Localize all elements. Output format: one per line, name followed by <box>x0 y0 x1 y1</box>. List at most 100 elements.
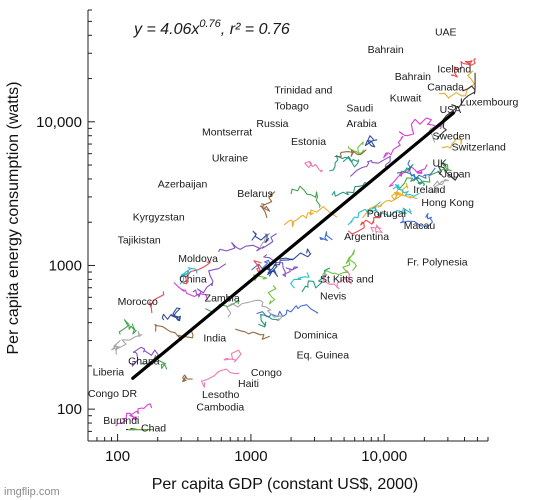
country-label: China <box>179 274 207 286</box>
country-trajectory <box>322 249 357 276</box>
country-label: India <box>203 333 226 345</box>
country-trajectory <box>331 181 370 197</box>
country-label: Nevis <box>320 290 346 302</box>
country-label: Argentina <box>344 231 389 243</box>
eq-var: x <box>190 21 200 38</box>
country-trajectory <box>396 163 425 187</box>
country-trajectory <box>370 224 383 233</box>
country-trajectory <box>347 212 382 235</box>
country-label: Congo DR <box>88 388 137 400</box>
country-label: Kuwait <box>390 93 422 105</box>
country-label: Estonia <box>291 136 326 148</box>
watermark: imgflip.com <box>4 486 60 498</box>
country-trajectory <box>118 319 137 335</box>
country-label: Luxembourg <box>460 96 519 108</box>
country-trajectory <box>251 259 271 271</box>
country-trajectory <box>407 159 436 182</box>
country-label: Bahrain <box>368 44 404 56</box>
chart-title: y = 4.06x0.76, r² = 0.76 <box>133 18 290 38</box>
country-label: Liberia <box>93 366 125 378</box>
country-trajectory <box>218 233 277 253</box>
country-trajectory <box>329 155 360 172</box>
country-label: Kyrgyzstan <box>133 212 185 224</box>
country-trajectory <box>429 178 450 194</box>
country-label: Canada <box>427 82 464 94</box>
country-label: Lesotho <box>202 389 240 401</box>
country-label: Japan <box>442 168 471 180</box>
country-trajectory <box>334 149 367 158</box>
country-trajectory <box>258 313 278 328</box>
country-label: UAE <box>435 26 457 38</box>
country-trajectory <box>253 260 262 273</box>
country-trajectory <box>267 285 277 305</box>
country-trajectory <box>183 261 211 285</box>
country-trajectory <box>347 201 381 226</box>
country-trajectory <box>223 349 242 363</box>
country-labels: UAEBahrainIcelandBahrainCanadaKuwaitTrin… <box>88 26 519 434</box>
country-label: Iceland <box>437 64 471 76</box>
country-trajectory <box>131 346 159 367</box>
country-trajectory <box>111 331 143 355</box>
eq-exponent: 0.76 <box>199 18 221 30</box>
country-trajectory <box>304 160 323 173</box>
country-label: Saudi <box>346 102 373 114</box>
chart-axes <box>87 10 488 442</box>
country-trajectory <box>161 307 182 322</box>
country-label: Chad <box>141 422 166 434</box>
eq-lhs: y = 4.06 <box>133 21 191 38</box>
country-label: Hong Kong <box>421 197 474 209</box>
country-trajectory <box>251 230 270 243</box>
country-label: Burundi <box>103 415 139 427</box>
x-axis-title: Per capita GDP (constant US$, 2000) <box>152 476 419 493</box>
country-trajectory <box>392 183 420 197</box>
country-trajectory <box>179 267 198 285</box>
country-trajectory <box>256 304 319 318</box>
country-trajectory <box>450 58 476 78</box>
country-trajectory <box>149 291 165 314</box>
country-label: Russia <box>256 118 288 130</box>
country-trajectory <box>182 374 193 383</box>
x-tick-label: 10,000 <box>361 448 407 465</box>
eq-r2: , r² = 0.76 <box>221 21 290 38</box>
country-label: Cambodia <box>196 401 244 413</box>
country-label: Fr. Polynesia <box>407 256 468 268</box>
country-trajectory <box>283 206 338 228</box>
y-tick-label: 1000 <box>49 257 82 274</box>
country-trajectory <box>235 328 271 340</box>
y-tick-label: 10,000 <box>36 114 82 131</box>
country-label: USA <box>440 104 462 116</box>
fit-line <box>131 111 455 380</box>
country-trajectory <box>319 231 333 242</box>
country-trajectory <box>290 185 321 208</box>
country-trajectory <box>441 137 463 149</box>
country-label: Zambia <box>205 293 240 305</box>
country-trajectory <box>259 191 276 218</box>
country-label: Ireland <box>413 184 445 196</box>
country-label: Moldova <box>178 253 218 265</box>
country-trajectory <box>290 272 310 289</box>
country-label: Tajikistan <box>118 235 161 247</box>
country-label: Morocco <box>118 296 158 308</box>
x-tick-label: 100 <box>105 448 130 465</box>
fit-line-group <box>131 111 455 380</box>
country-trajectory <box>364 135 378 148</box>
country-label: Sweden <box>432 131 470 143</box>
country-trajectory <box>436 91 476 140</box>
chart-ticks: 100 1000 10,000 100 1000 10,000 <box>36 9 489 465</box>
country-label: UK <box>432 157 447 169</box>
country-trajectory <box>438 70 476 99</box>
country-label: Montserrat <box>202 127 252 139</box>
y-tick-label: 100 <box>57 401 82 418</box>
country-label: Ukraine <box>212 152 248 164</box>
country-trajectory <box>226 299 284 322</box>
country-trajectory <box>399 212 433 229</box>
country-trajectory <box>268 248 312 277</box>
country-label: Macau <box>404 220 436 232</box>
country-label: Eq. Guinea <box>297 350 350 362</box>
country-trajectory <box>173 282 208 301</box>
country-label: Tobago <box>274 100 309 112</box>
country-trajectory <box>462 72 476 95</box>
country-label: Azerbaijan <box>158 178 208 190</box>
country-label: Dominica <box>294 330 338 342</box>
